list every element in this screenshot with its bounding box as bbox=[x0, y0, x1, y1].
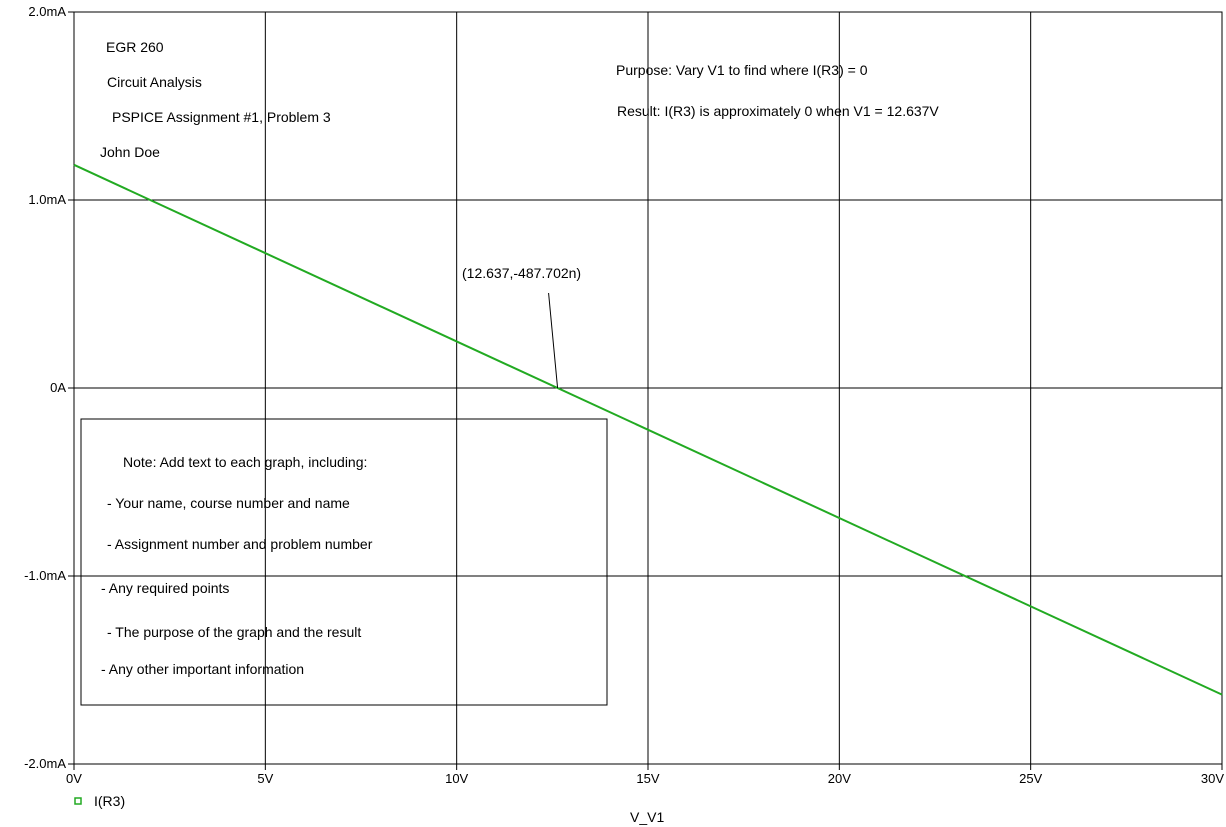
x-tick-label: 25V bbox=[1019, 771, 1042, 786]
note-box bbox=[80, 418, 608, 706]
x-tick-label: 10V bbox=[445, 771, 468, 786]
y-tick-label: 0A bbox=[50, 380, 66, 395]
y-tick-label: 2.0mA bbox=[28, 4, 66, 19]
axis-ticks: 0V 5V 10V 15V 20V 25V 30V 2.0mA 1.0mA 0A -1.0mA -2.… bbox=[24, 4, 1224, 786]
x-axis-label: V_V1 bbox=[630, 809, 664, 825]
series-line-i-r3 bbox=[73, 163, 1223, 696]
x-tick-label: 20V bbox=[828, 771, 851, 786]
legend-marker bbox=[74, 797, 82, 805]
x-tick-label: 15V bbox=[636, 771, 659, 786]
y-tick-label: -2.0mA bbox=[24, 756, 66, 771]
header-line-1: EGR 260 bbox=[106, 39, 164, 55]
header-line-2: Circuit Analysis bbox=[107, 74, 202, 90]
series-layer bbox=[73, 163, 1223, 696]
note-line-4: - Any required points bbox=[101, 580, 229, 596]
x-tick-label: 30V bbox=[1201, 771, 1224, 786]
marker-leader-line bbox=[548, 292, 559, 389]
note-line-1: Note: Add text to each graph, including: bbox=[123, 454, 367, 470]
header-line-3: PSPICE Assignment #1, Problem 3 bbox=[112, 109, 331, 125]
note-line-5: - The purpose of the graph and the resul… bbox=[107, 624, 361, 640]
note-line-2: - Your name, course number and name bbox=[107, 495, 350, 511]
purpose-text: Purpose: Vary V1 to find where I(R3) = 0 bbox=[616, 62, 868, 78]
result-text: Result: I(R3) is approximately 0 when V1… bbox=[617, 103, 939, 119]
x-tick-label: 0V bbox=[66, 771, 82, 786]
header-line-4: John Doe bbox=[100, 144, 160, 160]
note-line-3: - Assignment number and problem number bbox=[107, 536, 373, 552]
legend-label-i-r3: I(R3) bbox=[94, 793, 125, 809]
marker-label: (12.637,-487.702n) bbox=[462, 265, 581, 281]
note-line-6: - Any other important information bbox=[101, 661, 304, 677]
x-tick-label: 5V bbox=[257, 771, 273, 786]
y-tick-label: -1.0mA bbox=[24, 568, 66, 583]
y-tick-label: 1.0mA bbox=[28, 192, 66, 207]
